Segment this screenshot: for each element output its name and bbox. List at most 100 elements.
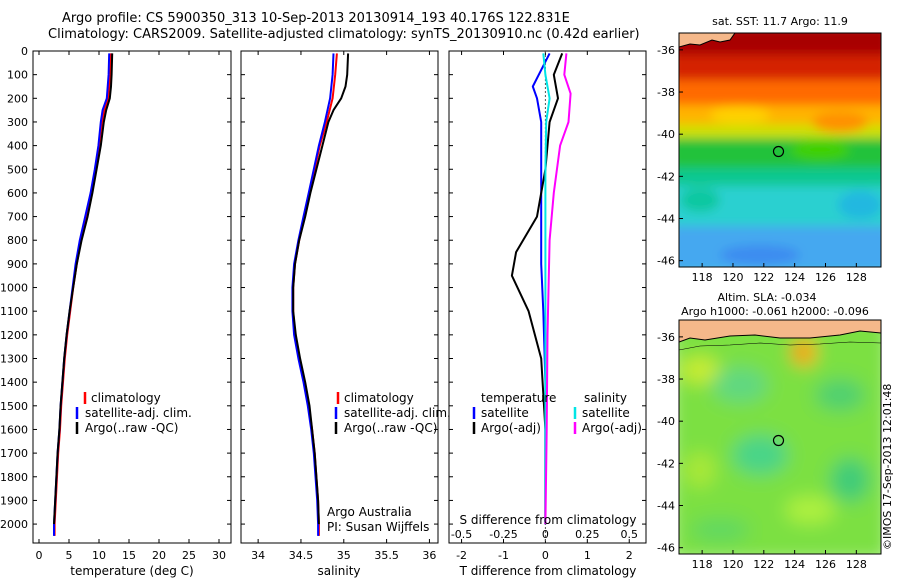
lon-tick-label: 122 (753, 271, 774, 284)
temperature-panel-frame (32, 50, 232, 544)
lat-tick-label: -36 (657, 44, 675, 57)
difference-xlabel-top: S difference from climatology (460, 513, 637, 527)
depth-tick-label: 400 (7, 140, 28, 153)
depth-tick-label: 1400 (0, 376, 28, 389)
x-tick-label: 10 (92, 549, 106, 562)
x-tick-label: 2 (626, 549, 633, 562)
lat-tick-label: -46 (657, 542, 675, 555)
difference-panel-frame (448, 50, 647, 544)
sst-map-title: sat. SST: 11.7 Argo: 11.9 (712, 15, 848, 28)
x-tick-label: 36 (422, 549, 436, 562)
lon-tick-label: 126 (815, 558, 836, 571)
legend-argo: Argo(..raw -QC) (344, 421, 437, 435)
profile-title: Argo profile: CS 5900350_313 10-Sep-2013… (62, 11, 570, 26)
sla-map-frame (678, 319, 882, 555)
legend-climatology: climatology (344, 391, 414, 405)
depth-tick-label: 200 (7, 92, 28, 105)
x-tick-label: 25 (182, 549, 196, 562)
depth-tick-label: 1500 (0, 400, 28, 413)
x-tick-label: 34.5 (289, 549, 314, 562)
sla-map-image (679, 320, 881, 554)
argo-australia-label: Argo Australia (327, 505, 412, 519)
pi-label: PI: Susan Wijffels (327, 520, 429, 534)
salinity-diff-tick-label: 0.5 (620, 528, 638, 541)
temperature-legend: climatology satellite-adj. clim. Argo(..… (75, 391, 192, 435)
lat-tick-label: -40 (657, 128, 675, 141)
series-line-argo-raw-qc (292, 53, 350, 525)
sla-coastline (679, 330, 881, 343)
depth-tick-label: 800 (7, 234, 28, 247)
salinity-diff-tick-label: 0 (542, 528, 549, 541)
lon-tick-label: 128 (846, 271, 867, 284)
sst-map-image (679, 33, 881, 267)
lon-tick-label: 120 (722, 271, 743, 284)
lon-tick-label: 118 (692, 558, 713, 571)
depth-tick-label: 500 (7, 163, 28, 176)
sla-argo-position-marker (772, 434, 785, 447)
sla-contour (679, 341, 881, 351)
lat-tick-label: -44 (657, 500, 675, 513)
legend-sal-satellite: satellite (582, 406, 630, 420)
depth-tick-label: 1700 (0, 447, 28, 460)
salinity-legend: climatology satellite-adj. clim. Argo(..… (327, 391, 451, 534)
x-tick-label: -2 (456, 549, 467, 562)
lat-tick-label: -36 (657, 331, 675, 344)
depth-tick-label: 900 (7, 258, 28, 271)
lat-tick-label: -42 (657, 457, 675, 470)
x-tick-label: 15 (122, 549, 136, 562)
salinity-diff-tick-label: -0.25 (489, 528, 517, 541)
sla-land-mask (679, 320, 881, 342)
sla-map-subtitle: Argo h1000: -0.061 h2000: -0.096 (681, 305, 869, 318)
depth-tick-label: 1100 (0, 305, 28, 318)
lat-tick-label: -44 (657, 213, 675, 226)
x-tick-label: 35 (337, 549, 351, 562)
depth-tick-label: 300 (7, 116, 28, 129)
lat-tick-label: -40 (657, 415, 675, 428)
legend-temperature-header: temperature (481, 391, 556, 405)
x-tick-label: 0 (36, 549, 43, 562)
depth-axis: 0 100 200 300 400 500 600 700 800 900 1000 1100 1200… (0, 45, 28, 531)
depth-tick-label: 100 (7, 69, 28, 82)
x-tick-label: 5 (66, 549, 73, 562)
legend-climatology: climatology (91, 391, 161, 405)
depth-tick-label: 700 (7, 211, 28, 224)
legend-satellite: satellite-adj. clim. (85, 406, 192, 420)
map-axis-ticks: 118 120 122 124 126 128 -36 -38 -40 -42 -44 -46 118 1… (657, 44, 867, 571)
x-tick-label: 0 (542, 549, 549, 562)
sla-map-title: Altim. SLA: -0.034 (717, 291, 816, 304)
series-line-argo-raw-qc (53, 53, 114, 525)
depth-tick-label: 2000 (0, 518, 28, 531)
lon-tick-label: 124 (784, 558, 805, 571)
lat-tick-label: -38 (657, 86, 675, 99)
depth-tick-label: 1300 (0, 353, 28, 366)
salinity-diff-tick-label: -0.5 (451, 528, 472, 541)
sst-land-mask (679, 33, 736, 48)
depth-tick-label: 600 (7, 187, 28, 200)
lon-tick-label: 120 (722, 558, 743, 571)
legend-temp-argo: Argo(-adj) (481, 421, 541, 435)
lat-tick-label: -38 (657, 373, 675, 386)
depth-tick-label: 1800 (0, 471, 28, 484)
x-tick-label: 35.5 (374, 549, 399, 562)
x-tick-label: 30 (212, 549, 226, 562)
x-tick-label: 34 (251, 549, 265, 562)
lon-tick-label: 122 (753, 558, 774, 571)
series-line-satellite-adj-clim (53, 53, 111, 536)
salinity-xlabel: salinity (317, 564, 360, 578)
imos-stamp: ©IMOS 17-Sep-2013 12:01:48 (881, 384, 894, 550)
depth-tick-label: 1600 (0, 423, 28, 436)
lon-tick-label: 126 (815, 271, 836, 284)
depth-tick-label: 0 (21, 45, 28, 58)
temperature-xlabel: temperature (deg C) (70, 564, 193, 578)
depth-tick-label: 1000 (0, 282, 28, 295)
series-line-salinity-argo-adj (544, 53, 572, 525)
legend-satellite: satellite-adj. clim. (344, 406, 451, 420)
climatology-subtitle: Climatology: CARS2009. Satellite-adjuste… (48, 27, 640, 42)
difference-xlabel: T difference from climatology (459, 564, 637, 578)
series-line-temperature-argo-adj (510, 53, 564, 525)
lon-tick-label: 128 (846, 558, 867, 571)
axis-ticks: 0 5 10 15 20 25 30 34 34.5 35 35.5 36 -2 -1 0 1 2 -0.5 -0.… (33, 50, 646, 562)
x-tick-label: 1 (584, 549, 591, 562)
legend-salinity-header: salinity (584, 391, 627, 405)
